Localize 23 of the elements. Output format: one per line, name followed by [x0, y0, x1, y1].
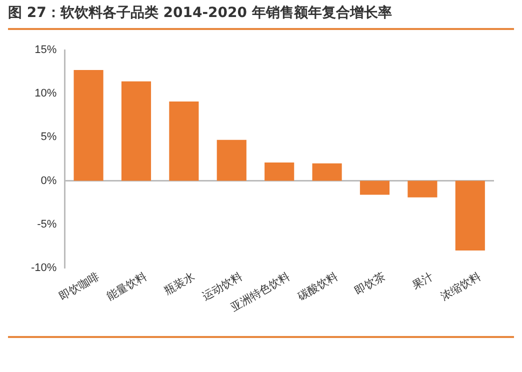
bar — [455, 180, 485, 251]
y-tick-label: -10% — [30, 262, 57, 274]
y-tick-label: 5% — [40, 131, 57, 144]
chart-title: 图 27：软饮料各子品类 2014-2020 年销售额年复合增长率 — [8, 4, 514, 30]
x-tick-label: 果汁 — [410, 270, 436, 292]
x-tick-label: 即饮茶 — [352, 270, 388, 298]
bar — [360, 180, 390, 195]
bar — [216, 140, 246, 181]
y-tick-label: 0% — [40, 174, 57, 187]
y-tick-label: -5% — [37, 218, 57, 230]
x-tick-label: 浓缩饮料 — [438, 270, 484, 304]
y-tick-label: 10% — [34, 88, 57, 100]
x-tick-label: 能量饮料 — [104, 270, 150, 304]
x-tick-label: 即饮咖啡 — [56, 270, 102, 304]
bar — [74, 70, 104, 181]
bar — [408, 180, 438, 198]
y-tick-label: 15% — [34, 44, 57, 56]
x-tick-label: 瓶装水 — [162, 270, 197, 298]
bar — [121, 81, 152, 181]
bar — [169, 101, 199, 181]
bar — [312, 163, 342, 181]
bar — [264, 162, 294, 181]
x-tick-label: 碳酸饮料 — [294, 270, 340, 304]
